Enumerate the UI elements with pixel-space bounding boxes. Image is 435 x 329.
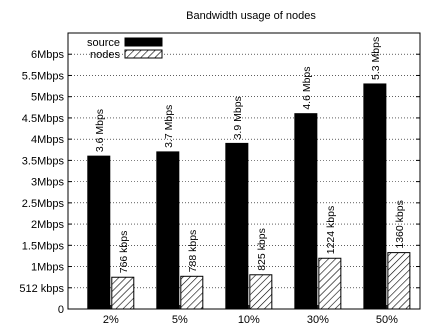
y-tick-label: 0: [58, 304, 64, 316]
bar-nodes: [180, 275, 204, 310]
y-tick-label: 3.5Mbps: [22, 155, 65, 167]
x-tick-label: 50%: [376, 314, 398, 324]
bar-nodes: [249, 274, 273, 310]
x-tick-label: 10%: [238, 314, 260, 324]
bar-label-source: 3.7 Mbps: [163, 105, 175, 148]
x-tick-label: 5%: [172, 314, 188, 324]
bar-source: [225, 142, 249, 310]
bar-label-nodes: 1360 kbps: [394, 200, 406, 248]
y-tick-label: 4Mbps: [31, 134, 65, 146]
legend-label-source: source: [87, 37, 120, 49]
bar-nodes: [387, 252, 411, 310]
y-tick-label: 512 kbps: [19, 283, 64, 295]
y-tick-label: 1.5Mbps: [22, 240, 65, 252]
bar-label-nodes: 788 kbps: [187, 230, 199, 273]
bar-source: [87, 155, 111, 310]
x-tick-label: 2%: [103, 314, 119, 324]
bar-source: [294, 113, 318, 310]
bar-label-nodes: 766 kbps: [118, 231, 130, 274]
bar-source: [363, 83, 387, 310]
y-tick-label: 5.5Mbps: [22, 70, 65, 82]
bars: 3.6 Mbps 3.7 Mbps 3.9 Mbps 4.6 Mbps 5.3 Mbps…: [87, 37, 411, 310]
bar-nodes: [318, 257, 342, 310]
y-tick-label: 5Mbps: [31, 92, 65, 104]
chart-title: Bandwidth usage of nodes: [186, 10, 316, 22]
y-tick-label: 2.5Mbps: [22, 198, 65, 210]
axes: 0 512 kbps 1Mbps 1.5Mbps 2Mbps 2.5Mbps 3Mbps 3.…: [19, 32, 421, 326]
bar-label-source: 3.6 Mbps: [94, 109, 106, 152]
y-tick-label: 3Mbps: [31, 177, 65, 189]
bar-label-source: 5.3 Mbps: [370, 37, 382, 80]
y-tick-label: 1Mbps: [31, 262, 65, 274]
y-tick-label: 4.5Mbps: [22, 113, 65, 125]
y-tick-label: 6Mbps: [31, 49, 65, 61]
bar-label-source: 4.6 Mbps: [301, 66, 313, 109]
legend-swatch-source: [124, 37, 163, 47]
x-tick-label: 30%: [307, 314, 329, 324]
bar-source: [156, 151, 180, 310]
y-tick-label: 2Mbps: [31, 219, 65, 231]
bar-label-nodes: 1224 kbps: [325, 206, 337, 254]
bar-nodes: [111, 276, 135, 310]
legend-label-nodes: nodes: [90, 49, 120, 61]
legend-swatch-nodes: [124, 49, 163, 59]
bar-label-source: 3.9 Mbps: [232, 96, 244, 139]
bar-label-nodes: 825 kbps: [256, 228, 268, 271]
